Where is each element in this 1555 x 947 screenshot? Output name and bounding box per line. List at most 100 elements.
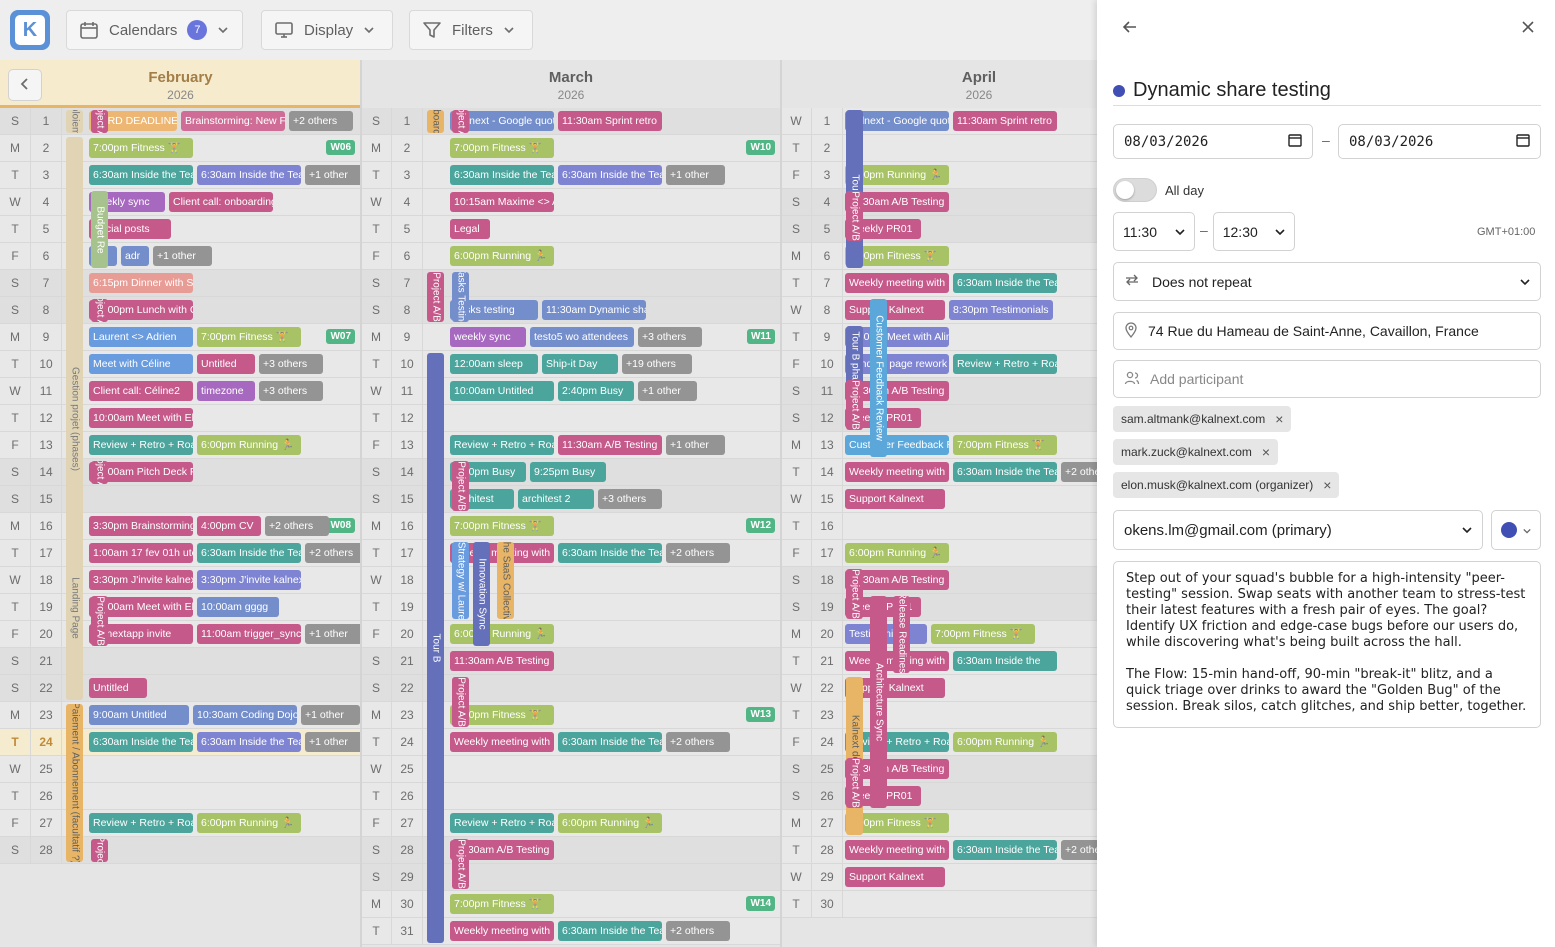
display-button[interactable]: Display bbox=[261, 10, 393, 50]
multi-day-event-bar[interactable]: Project A/B bbox=[846, 758, 863, 808]
event-chip[interactable]: architest 2 bbox=[518, 489, 594, 509]
more-events-link[interactable]: +2 others bbox=[265, 516, 330, 536]
day-row[interactable]: T 12 10:00am Meet with El bbox=[0, 405, 361, 432]
event-chip[interactable]: Client call: onboarding bbox=[169, 192, 273, 212]
event-chip[interactable]: 6:00pm Running 🏃 bbox=[197, 435, 301, 455]
multi-day-event-bar[interactable]: Tasks Testing bbox=[452, 272, 469, 322]
event-chip[interactable]: weekly sync bbox=[450, 327, 526, 347]
event-chip[interactable]: 3:30pm J'invite kalnex bbox=[197, 570, 301, 590]
more-events-link[interactable]: +1 other bbox=[301, 705, 360, 725]
event-chip[interactable]: 7:00pm Fitness 🏋 bbox=[953, 435, 1057, 455]
day-row[interactable]: W 15 Support Kalnext bbox=[781, 486, 1097, 513]
event-chip[interactable]: 11:30am Dynamic sha bbox=[542, 300, 646, 320]
event-chip[interactable]: Weekly meeting with bbox=[450, 732, 554, 752]
multi-day-event-bar[interactable]: Project A/B bbox=[452, 839, 469, 889]
day-row[interactable]: W 29 Support Kalnext bbox=[781, 864, 1097, 891]
event-chip[interactable]: 3:30pm J'invite kalnex bbox=[89, 570, 193, 590]
more-events-link[interactable]: +2 others bbox=[666, 732, 731, 752]
event-chip[interactable]: adr bbox=[121, 246, 149, 266]
event-chip[interactable]: Weekly meeting with bbox=[845, 462, 949, 482]
day-row[interactable]: S 22 Untitled bbox=[0, 675, 361, 702]
multi-day-event-bar[interactable]: Project A/B bbox=[91, 110, 108, 133]
event-chip[interactable]: Weekly meeting with bbox=[845, 840, 949, 860]
day-row[interactable]: S 21 bbox=[0, 648, 361, 675]
multi-day-event-bar[interactable]: Project A/B bbox=[452, 677, 469, 727]
multi-day-event-bar[interactable]: Strategy w/ Laure bbox=[452, 542, 469, 619]
day-row[interactable]: T 19 10:00am Meet with El 10:00am gggg bbox=[0, 594, 361, 621]
day-row[interactable]: S 7 6:15pm Dinner with S bbox=[0, 270, 361, 297]
event-chip[interactable]: Review + Retro + Roa bbox=[89, 435, 193, 455]
multi-day-event-bar[interactable]: Onboarding bbox=[427, 110, 444, 133]
event-chip[interactable]: 10:15am Maxime <> A bbox=[450, 192, 554, 212]
event-chip[interactable]: Review + Retro + Roa bbox=[450, 813, 554, 833]
day-row[interactable]: M 2 W06 7:00pm Fitness 🏋 bbox=[0, 135, 361, 162]
event-chip[interactable]: 11:30am Sprint retro bbox=[953, 111, 1057, 131]
event-chip[interactable]: Support Kalnext bbox=[845, 867, 945, 887]
event-chip[interactable]: 7:00pm Fitness 🏋 bbox=[450, 705, 554, 725]
event-chip[interactable]: 6:00pm Running 🏃 bbox=[953, 732, 1057, 752]
event-chip[interactable]: 6:30am Inside the Tea bbox=[558, 732, 662, 752]
more-events-link[interactable]: +1 other bbox=[666, 165, 725, 185]
event-chip[interactable]: 9:00am Untitled bbox=[89, 705, 189, 725]
more-events-link[interactable]: +2 others bbox=[1061, 840, 1097, 860]
multi-day-event-bar[interactable]: Architecture Sync bbox=[870, 596, 887, 808]
day-row[interactable]: T 5 Legal bbox=[361, 216, 781, 243]
event-chip[interactable]: 8:30pm Testimonials bbox=[949, 300, 1053, 320]
event-chip[interactable]: 6:30am Inside the Tea bbox=[197, 165, 301, 185]
event-chip[interactable]: 7:00pm Fitness 🏋 bbox=[450, 894, 554, 914]
event-chip[interactable]: 7:00pm Fitness 🏋 bbox=[89, 138, 193, 158]
event-chip[interactable]: Review + Retro + Roa bbox=[450, 435, 554, 455]
event-chip[interactable]: Weekly meeting with bbox=[450, 921, 554, 941]
multi-day-event-bar[interactable]: Project A/B bbox=[91, 596, 108, 646]
day-row[interactable]: F 27 Review + Retro + Roa 6:00pm Running 🏃 bbox=[0, 810, 361, 837]
more-events-link[interactable]: +1 other bbox=[638, 381, 697, 401]
event-chip[interactable]: 6:30am Inside the Tea bbox=[558, 921, 662, 941]
event-chip[interactable]: 11:30am A/B Testing bbox=[450, 840, 554, 860]
multi-day-event-bar[interactable]: Release Readiness bbox=[893, 596, 910, 673]
more-events-link[interactable]: +2 others bbox=[1061, 462, 1097, 482]
event-chip[interactable]: 6:30am Inside the Tea bbox=[558, 165, 662, 185]
event-chip[interactable]: Review + Retro + Roa bbox=[953, 354, 1057, 374]
event-chip[interactable]: Kalnext - Google quot bbox=[450, 111, 554, 131]
back-button[interactable] bbox=[1118, 16, 1142, 40]
all-day-toggle[interactable] bbox=[1113, 178, 1157, 202]
event-chip[interactable]: 10:00am Meet with El bbox=[89, 597, 193, 617]
day-row[interactable]: W 25 bbox=[0, 756, 361, 783]
day-row[interactable]: S 8 12:00pm Lunch with C bbox=[0, 297, 361, 324]
day-row[interactable]: T 9 6:30pm Meet with Alin bbox=[781, 324, 1097, 351]
event-chip[interactable]: 6:30am Inside the Tea bbox=[89, 165, 193, 185]
event-chip[interactable]: 11:00am trigger_sync bbox=[197, 624, 301, 644]
more-events-link[interactable]: +1 other bbox=[305, 732, 364, 752]
app-logo[interactable]: K bbox=[10, 10, 50, 50]
add-participant-input[interactable]: Add participant bbox=[1113, 360, 1541, 398]
event-chip[interactable]: 6:00pm Running 🏃 bbox=[450, 246, 554, 266]
day-row[interactable]: F 20 kalnextapp invite 11:00am trigger_sync… bbox=[0, 621, 364, 648]
more-events-link[interactable]: +3 others bbox=[638, 327, 703, 347]
day-row[interactable]: M 27 7:00pm Fitness 🏋 bbox=[781, 810, 1097, 837]
filters-button[interactable]: Filters bbox=[409, 10, 533, 50]
event-chip[interactable]: 6:30pm Busy bbox=[450, 462, 526, 482]
multi-day-event-bar[interactable]: Project bbox=[91, 839, 108, 862]
event-chip[interactable]: 11:30am A/B Testing bbox=[845, 192, 949, 212]
close-button[interactable] bbox=[1516, 16, 1540, 40]
day-row[interactable]: F 3 6:00pm Running 🏃 bbox=[781, 162, 1097, 189]
day-row[interactable]: F 13 Review + Retro + Roa 6:00pm Running 🏃 bbox=[0, 432, 361, 459]
multi-day-event-bar[interactable]: Project A/B bbox=[91, 299, 108, 322]
event-chip[interactable]: 6:15pm Dinner with S bbox=[89, 273, 193, 293]
event-chip[interactable]: Review + Retro + Roa bbox=[89, 813, 193, 833]
more-events-link[interactable]: +3 others bbox=[598, 489, 663, 509]
event-chip[interactable]: timezone bbox=[197, 381, 255, 401]
event-chip[interactable]: 12:00pm Lunch with C bbox=[89, 300, 193, 320]
day-row[interactable]: M 9 W07 Laurent <> Adrien 7:00pm Fitness 🏋 bbox=[0, 324, 361, 351]
event-chip[interactable]: kalnextapp invite bbox=[89, 624, 193, 644]
more-events-link[interactable]: +3 others bbox=[259, 354, 324, 374]
day-row[interactable]: T 10 Meet with Céline Untitled +3 others bbox=[0, 351, 361, 378]
event-chip[interactable]: 6:30am Inside the Tea bbox=[89, 732, 193, 752]
event-chip[interactable]: 12:00am Pitch Deck F bbox=[89, 462, 193, 482]
event-chip[interactable]: 6:00pm Running 🏃 bbox=[197, 813, 301, 833]
more-events-link[interactable]: +1 other bbox=[305, 624, 364, 644]
day-row[interactable]: W 22 Support Kalnext bbox=[781, 675, 1097, 702]
event-chip[interactable]: Ship-it Day bbox=[542, 354, 618, 374]
